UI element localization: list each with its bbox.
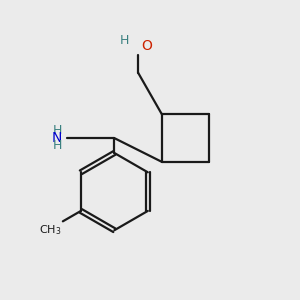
Text: O: O xyxy=(141,39,152,53)
Text: CH$_3$: CH$_3$ xyxy=(39,223,62,237)
Text: H: H xyxy=(53,124,62,137)
Text: N: N xyxy=(52,131,62,145)
Text: H: H xyxy=(120,34,129,47)
Text: H: H xyxy=(53,139,62,152)
